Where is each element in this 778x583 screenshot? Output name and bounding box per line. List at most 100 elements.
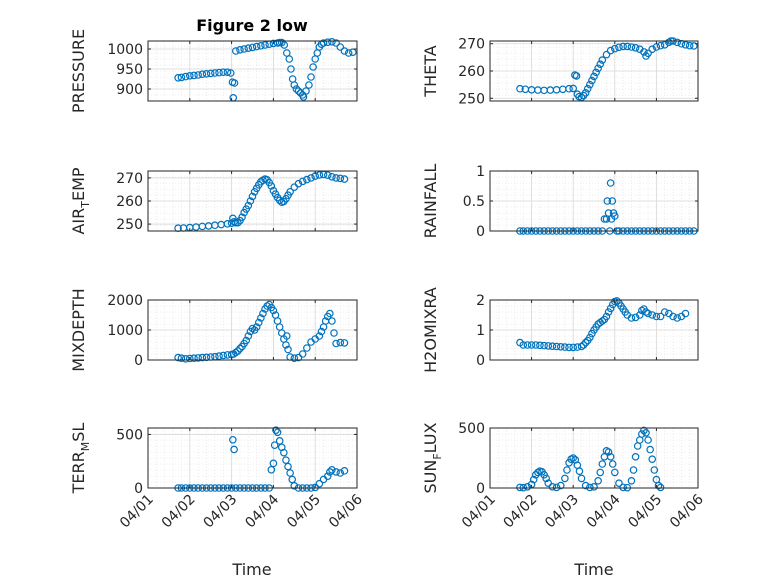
y-tick-label: 270 bbox=[458, 37, 485, 53]
data-marker bbox=[631, 44, 640, 52]
data-marker bbox=[681, 309, 690, 318]
data-marker bbox=[236, 45, 244, 54]
data-marker bbox=[516, 84, 524, 93]
data-marker bbox=[309, 63, 317, 71]
data-marker bbox=[569, 454, 578, 462]
data-marker bbox=[606, 304, 615, 313]
data-marker bbox=[261, 41, 269, 49]
data-marker bbox=[349, 48, 357, 57]
data-marker bbox=[561, 343, 569, 351]
data-marker bbox=[311, 483, 320, 492]
data-marker bbox=[248, 192, 257, 201]
data-marker bbox=[596, 468, 605, 477]
y-tick-label: 0 bbox=[134, 481, 143, 497]
y-tick-label: 500 bbox=[116, 427, 143, 443]
data-marker bbox=[254, 318, 263, 327]
data-marker bbox=[610, 468, 619, 477]
subplot-right-3: 0 1 2 H2OMIXRA bbox=[421, 287, 699, 373]
y-tick-label: 260 bbox=[116, 194, 143, 210]
data-marker bbox=[540, 341, 548, 350]
data-marker bbox=[516, 483, 524, 492]
data-marker bbox=[328, 37, 336, 46]
data-marker bbox=[654, 481, 663, 490]
data-marker bbox=[332, 39, 340, 47]
data-marker bbox=[627, 314, 636, 322]
data-marker bbox=[230, 79, 239, 87]
data-marker bbox=[340, 339, 349, 347]
data-marker bbox=[219, 351, 228, 360]
data-marker bbox=[598, 317, 607, 325]
data-marker bbox=[234, 218, 242, 227]
y-tick-label: 0 bbox=[134, 353, 143, 369]
data-marker bbox=[640, 48, 648, 56]
y-tick-label: 950 bbox=[116, 62, 143, 78]
plot-area bbox=[490, 428, 698, 488]
data-marker bbox=[238, 213, 246, 221]
data-marker bbox=[561, 474, 569, 483]
data-marker bbox=[215, 352, 223, 360]
data-marker bbox=[572, 72, 581, 80]
x-axis-label-left: Time bbox=[231, 560, 271, 579]
data-marker bbox=[608, 460, 617, 468]
y-tick-label: 0 bbox=[476, 481, 485, 497]
data-marker bbox=[267, 182, 276, 190]
data-marker bbox=[332, 468, 340, 476]
data-marker bbox=[190, 354, 198, 363]
data-marker bbox=[236, 344, 244, 353]
data-marker bbox=[307, 174, 315, 182]
data-marker bbox=[267, 465, 276, 474]
data-marker bbox=[650, 466, 659, 474]
data-marker bbox=[275, 437, 284, 445]
data-marker bbox=[323, 38, 332, 47]
data-marker bbox=[290, 81, 299, 89]
data-marker bbox=[642, 428, 650, 437]
data-marker bbox=[644, 436, 652, 444]
data-marker bbox=[644, 49, 652, 58]
data-marker bbox=[656, 483, 665, 492]
data-marker bbox=[328, 317, 336, 325]
data-marker bbox=[606, 179, 615, 187]
data-marker bbox=[542, 474, 550, 483]
y-tick-label: 1000 bbox=[107, 323, 143, 339]
data-marker bbox=[610, 44, 619, 53]
data-marker bbox=[177, 73, 186, 82]
data-marker bbox=[328, 172, 336, 181]
data-marker bbox=[315, 479, 324, 488]
data-marker bbox=[606, 46, 615, 55]
y-tick-label: 2 bbox=[476, 293, 485, 309]
data-marker bbox=[615, 43, 623, 52]
data-marker bbox=[627, 43, 636, 51]
data-marker bbox=[604, 209, 613, 217]
data-marker bbox=[631, 313, 640, 322]
data-marker bbox=[577, 474, 586, 483]
data-marker bbox=[523, 341, 532, 349]
data-marker bbox=[292, 85, 301, 93]
data-marker bbox=[673, 38, 682, 47]
data-marker bbox=[673, 314, 682, 322]
data-marker bbox=[594, 64, 602, 73]
data-marker bbox=[186, 354, 194, 363]
data-marker bbox=[229, 435, 237, 444]
data-marker bbox=[598, 56, 607, 64]
data-marker bbox=[307, 73, 315, 81]
data-marker bbox=[215, 68, 223, 77]
data-marker bbox=[248, 324, 257, 333]
data-marker bbox=[602, 312, 611, 321]
data-marker bbox=[234, 347, 242, 355]
data-marker bbox=[685, 41, 694, 50]
y-tick-label: 0.5 bbox=[463, 194, 485, 210]
y-axis-label: RAINFALL bbox=[421, 164, 440, 239]
data-marker bbox=[263, 302, 271, 310]
data-marker bbox=[277, 38, 286, 47]
data-marker bbox=[194, 354, 202, 362]
data-marker bbox=[282, 456, 290, 464]
data-marker bbox=[319, 39, 328, 47]
data-marker bbox=[569, 343, 578, 352]
data-marker bbox=[294, 179, 303, 188]
data-marker bbox=[231, 218, 240, 227]
data-marker bbox=[280, 41, 289, 49]
x-axis-label-right: Time bbox=[573, 560, 613, 579]
data-marker bbox=[606, 452, 615, 461]
data-marker bbox=[608, 197, 617, 205]
data-marker bbox=[223, 220, 232, 228]
